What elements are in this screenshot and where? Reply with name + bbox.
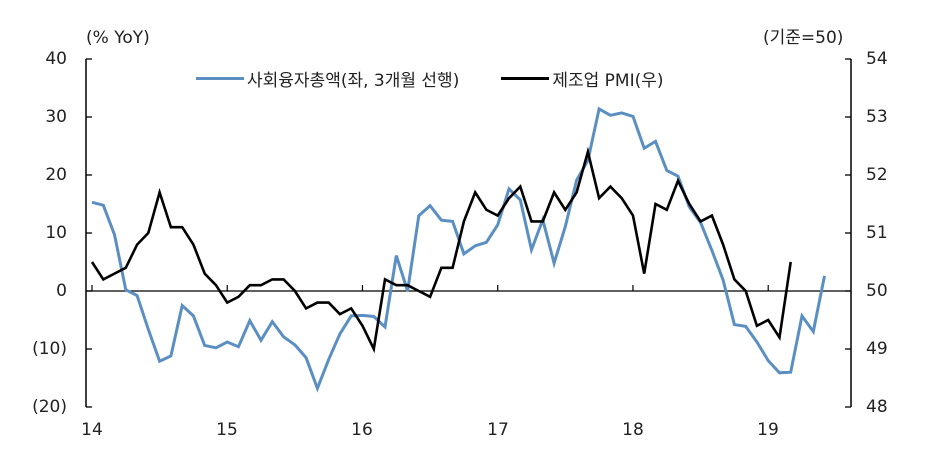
left-tick-label: 40 xyxy=(45,49,67,69)
right-tick-label: 49 xyxy=(866,339,888,359)
right-tick-label: 54 xyxy=(866,49,888,69)
x-tick-label: 16 xyxy=(351,420,373,440)
right-tick-label: 50 xyxy=(866,281,888,301)
right-tick-label: 51 xyxy=(866,223,888,243)
right-axis-unit-label: (기준=50) xyxy=(763,28,844,48)
x-tick-label: 19 xyxy=(757,420,779,440)
x-axis-ticks xyxy=(91,285,769,291)
left-tick-label: (20) xyxy=(32,397,67,417)
left-axis-ticks xyxy=(86,58,92,408)
left-tick-label: 20 xyxy=(45,165,67,185)
x-tick-label: 14 xyxy=(81,420,103,440)
series-line-pmi xyxy=(90,146,792,354)
right-tick-label: 53 xyxy=(866,107,888,127)
x-tick-label: 15 xyxy=(216,420,238,440)
right-axis-ticks xyxy=(845,58,851,408)
legend-swatch-black xyxy=(501,77,550,80)
right-tick-label: 48 xyxy=(866,397,888,417)
x-tick-label: 18 xyxy=(622,420,644,440)
legend-swatch-blue xyxy=(196,77,244,80)
left-tick-label: 30 xyxy=(45,107,67,127)
legend-label: 제조업 PMI(우) xyxy=(552,71,664,91)
chart-legend: 사회융자총액(좌, 3개월 선행) 제조업 PMI(우) xyxy=(196,66,704,91)
left-tick-label: 0 xyxy=(56,281,67,301)
left-axis-unit-label: (% YoY) xyxy=(86,28,150,48)
legend-item-pmi: 제조업 PMI(우) xyxy=(501,66,664,91)
left-tick-label: 10 xyxy=(45,223,67,243)
x-tick-label: 17 xyxy=(487,420,509,440)
legend-item-tsf: 사회융자총액(좌, 3개월 선행) xyxy=(196,66,459,91)
right-tick-label: 52 xyxy=(866,165,888,185)
series-line-tsf xyxy=(91,106,826,393)
legend-label: 사회융자총액(좌, 3개월 선행) xyxy=(247,71,460,91)
left-tick-label: (10) xyxy=(32,339,67,359)
